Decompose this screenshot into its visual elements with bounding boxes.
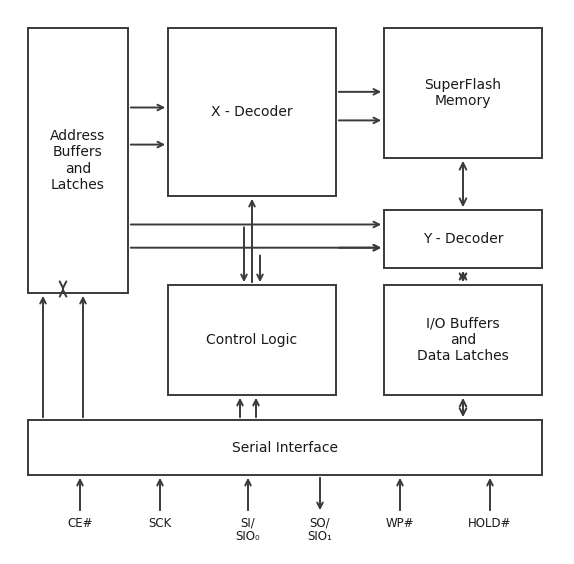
Text: CE#: CE# (67, 517, 93, 530)
Text: SI/: SI/ (241, 517, 255, 530)
Text: SuperFlash
Memory: SuperFlash Memory (425, 78, 502, 108)
Text: SO/: SO/ (310, 517, 330, 530)
Text: Control Logic: Control Logic (207, 333, 297, 347)
Text: SIO₀: SIO₀ (236, 530, 261, 543)
Text: HOLD#: HOLD# (468, 517, 512, 530)
Bar (384, 28, 542, 158)
Bar (168, 28, 336, 196)
Bar (28, 28, 128, 293)
Text: Y - Decoder: Y - Decoder (422, 232, 503, 246)
Bar (28, 420, 542, 475)
Text: I/O Buffers
and
Data Latches: I/O Buffers and Data Latches (417, 317, 509, 363)
Text: WP#: WP# (386, 517, 414, 530)
Text: Serial Interface: Serial Interface (232, 440, 338, 455)
Bar (384, 285, 542, 395)
Text: SCK: SCK (148, 517, 172, 530)
Bar (168, 285, 336, 395)
Text: SIO₁: SIO₁ (308, 530, 332, 543)
Bar (384, 210, 542, 268)
Text: Address
Buffers
and
Latches: Address Buffers and Latches (51, 129, 106, 192)
Text: X - Decoder: X - Decoder (211, 105, 293, 119)
